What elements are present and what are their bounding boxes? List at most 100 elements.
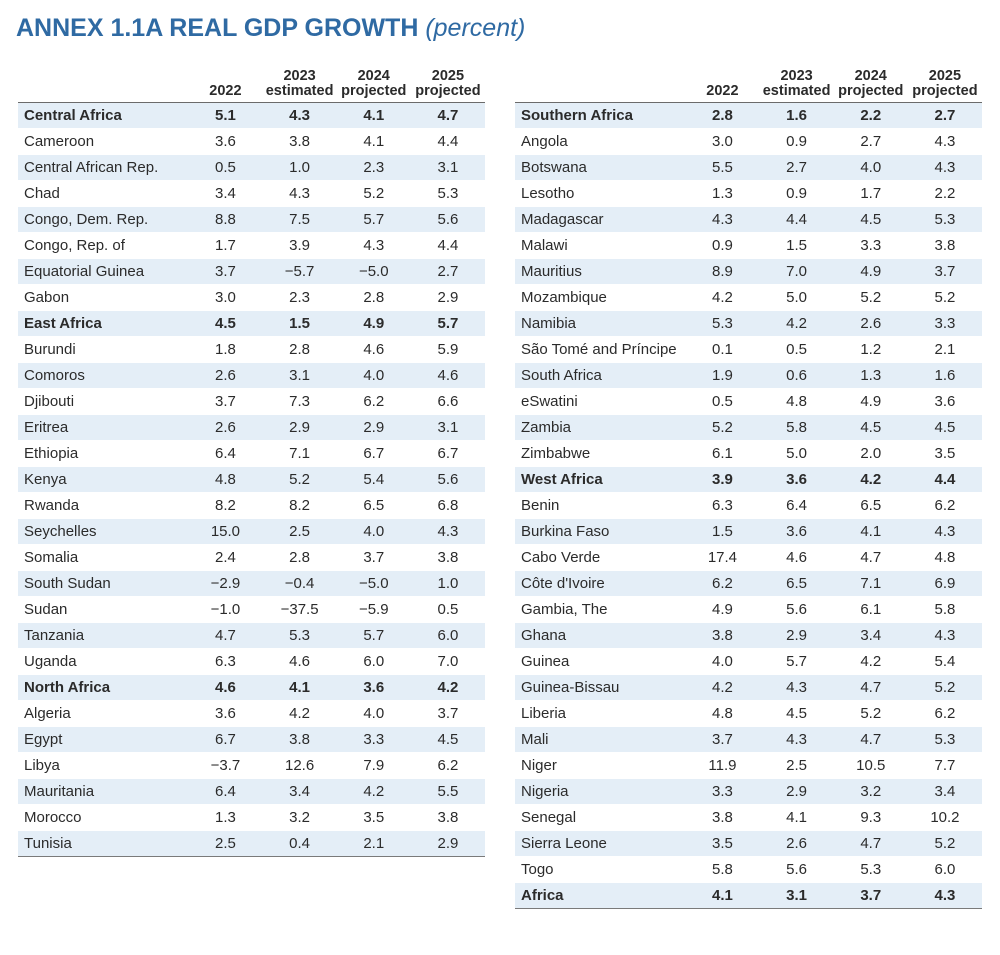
value-2024: −5.9 — [336, 596, 411, 623]
table-row: Malawi 0.9 1.5 3.3 3.8 — [515, 232, 982, 259]
value-2022: 0.5 — [188, 154, 263, 181]
value-2022: 2.6 — [188, 362, 263, 389]
table-row: Libya −3.7 12.6 7.9 6.2 — [18, 752, 485, 779]
value-2025: 2.7 — [410, 258, 485, 285]
value-2023: 6.5 — [759, 570, 834, 597]
value-2023: 4.3 — [759, 726, 834, 753]
value-2025: 5.9 — [410, 336, 485, 363]
table-body-right: Southern Africa 2.8 1.6 2.2 2.7 Angola 3.0 0.9 2… — [515, 102, 982, 909]
value-2025: 3.4 — [907, 778, 982, 805]
country-name: Liberia — [515, 700, 686, 727]
value-2024: 4.0 — [833, 154, 908, 181]
country-name: Botswana — [515, 154, 686, 181]
value-2025: 3.7 — [410, 700, 485, 727]
value-2023: 4.2 — [759, 310, 834, 337]
value-2024: 2.8 — [336, 284, 411, 311]
country-name: Algeria — [18, 700, 189, 727]
table-row: Central African Rep. 0.5 1.0 2.3 3.1 — [18, 154, 485, 181]
table-row: Ghana 3.8 2.9 3.4 4.3 — [515, 622, 982, 649]
table-row: Angola 3.0 0.9 2.7 4.3 — [515, 128, 982, 155]
value-2024: 4.2 — [833, 648, 908, 675]
value-2022: 8.8 — [188, 206, 263, 233]
value-2024: 4.2 — [336, 778, 411, 805]
country-name: São Tomé and Príncipe — [515, 336, 686, 363]
value-2024: 3.2 — [833, 778, 908, 805]
header-2024: 2024 projected — [336, 66, 411, 103]
table-row: Senegal 3.8 4.1 9.3 10.2 — [515, 804, 982, 831]
value-2024: 2.1 — [336, 830, 411, 857]
gdp-table-right: 2022 2023 estimated 2024 projected 2025 pro… — [515, 66, 982, 909]
value-2023: 2.9 — [262, 414, 337, 441]
value-2025: 5.6 — [410, 466, 485, 493]
value-2025: 3.8 — [410, 544, 485, 571]
value-2025: 4.4 — [410, 128, 485, 155]
value-2023: 7.1 — [262, 440, 337, 467]
value-2025: 3.3 — [907, 310, 982, 337]
value-2024: 4.0 — [336, 362, 411, 389]
value-2025: 3.8 — [907, 232, 982, 259]
value-2022: 2.6 — [188, 414, 263, 441]
header-2024: 2024 projected — [833, 66, 908, 103]
country-name: Djibouti — [18, 388, 189, 415]
value-2023: 4.6 — [262, 648, 337, 675]
value-2023: 0.6 — [759, 362, 834, 389]
country-name: Egypt — [18, 726, 189, 753]
value-2022: 3.7 — [685, 726, 760, 753]
table-row: Tunisia 2.5 0.4 2.1 2.9 — [18, 830, 485, 857]
value-2022: 5.2 — [685, 414, 760, 441]
value-2023: 5.3 — [262, 622, 337, 649]
value-2023: 4.2 — [262, 700, 337, 727]
table-row: Gabon 3.0 2.3 2.8 2.9 — [18, 284, 485, 311]
value-2022: 3.0 — [188, 284, 263, 311]
table-row: Congo, Rep. of 1.7 3.9 4.3 4.4 — [18, 232, 485, 259]
value-2024: 3.6 — [336, 674, 411, 701]
value-2025: 4.3 — [907, 154, 982, 181]
table-row: Congo, Dem. Rep. 8.8 7.5 5.7 5.6 — [18, 206, 485, 233]
value-2025: 5.2 — [907, 830, 982, 857]
value-2025: 0.5 — [410, 596, 485, 623]
value-2023: 12.6 — [262, 752, 337, 779]
value-2022: 3.4 — [188, 180, 263, 207]
value-2023: 3.4 — [262, 778, 337, 805]
value-2023: 2.8 — [262, 544, 337, 571]
table-row: Sudan −1.0 −37.5 −5.9 0.5 — [18, 596, 485, 623]
value-2022: −2.9 — [188, 570, 263, 597]
value-2024: 4.1 — [336, 102, 411, 129]
country-name: Comoros — [18, 362, 189, 389]
country-name: Burundi — [18, 336, 189, 363]
value-2024: 3.3 — [336, 726, 411, 753]
country-name: Congo, Dem. Rep. — [18, 206, 189, 233]
table-row: Nigeria 3.3 2.9 3.2 3.4 — [515, 778, 982, 805]
value-2025: 10.2 — [907, 804, 982, 831]
country-name: Tunisia — [18, 830, 189, 857]
value-2022: 1.3 — [685, 180, 760, 207]
value-2023: 4.1 — [262, 674, 337, 701]
country-name: Ethiopia — [18, 440, 189, 467]
value-2022: 1.7 — [188, 232, 263, 259]
value-2025: 4.8 — [907, 544, 982, 571]
header-country — [18, 66, 189, 103]
value-2024: 2.2 — [833, 102, 908, 129]
value-2023: −5.7 — [262, 258, 337, 285]
value-2022: 5.1 — [188, 102, 263, 129]
country-name: eSwatini — [515, 388, 686, 415]
value-2024: 4.7 — [833, 544, 908, 571]
value-2022: 6.2 — [685, 570, 760, 597]
value-2024: 2.0 — [833, 440, 908, 467]
value-2022: 2.5 — [188, 830, 263, 857]
title-subtitle: (percent) — [425, 14, 526, 42]
value-2024: 4.6 — [336, 336, 411, 363]
country-name: Morocco — [18, 804, 189, 831]
header-2025: 2025 projected — [907, 66, 982, 103]
value-2025: 4.3 — [907, 128, 982, 155]
country-name: Togo — [515, 856, 686, 883]
country-name: South Africa — [515, 362, 686, 389]
country-name: Malawi — [515, 232, 686, 259]
country-name: Chad — [18, 180, 189, 207]
value-2024: 2.7 — [833, 128, 908, 155]
value-2022: 3.0 — [685, 128, 760, 155]
table-header-row: 2022 2023 estimated 2024 projected 2025 pro… — [515, 66, 982, 103]
value-2025: 3.5 — [907, 440, 982, 467]
country-name: Burkina Faso — [515, 518, 686, 545]
country-name: Mozambique — [515, 284, 686, 311]
